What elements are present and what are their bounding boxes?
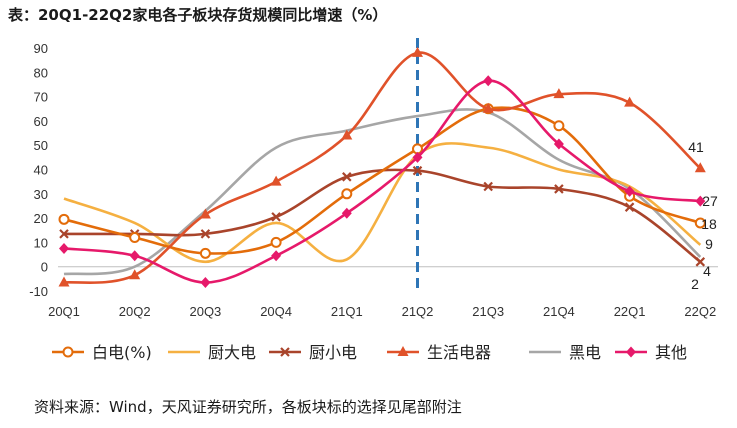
chart-title: 表：20Q1-22Q2家电各子板块存货规模同比增速（%） [8,6,388,24]
legend-item-3: 厨小电 [269,343,357,362]
x-tick-label: 20Q3 [189,304,221,319]
y-tick-label: 40 [34,163,48,178]
x-tick-label: 22Q2 [684,304,716,319]
legend-label: 其他 [655,343,687,362]
data-label: 18 [701,216,717,232]
data-point [695,257,706,267]
data-point [553,120,565,132]
legend-swatch-marker [280,347,290,357]
data-point [694,217,706,229]
x-tick-label: 21Q2 [402,304,434,319]
data-point [694,162,706,173]
legend-item-2: 厨大电 [168,343,256,362]
data-label: 9 [705,236,713,252]
data-point [59,229,69,239]
y-tick-label: 0 [41,260,48,275]
data-label: 41 [688,139,704,155]
data-point [199,208,211,219]
data-point [624,202,635,212]
data-point [483,181,493,192]
data-point [412,165,423,176]
legend-item-5: 黑电 [529,343,601,362]
legend-swatch-marker [62,346,74,358]
x-tick-label: 21Q3 [472,304,504,319]
series-2 [63,142,702,264]
data-point [412,46,423,57]
data-point [271,212,281,222]
data-label: 27 [702,193,718,209]
data-point [58,213,70,225]
series-line [64,168,702,263]
series-line [63,108,702,276]
y-tick-label: 30 [34,187,48,202]
data-point [342,172,352,182]
x-tick-label: 21Q1 [331,304,363,319]
data-point [58,276,70,287]
data-point [129,269,141,280]
series-4 [58,46,706,287]
legend-item-1: 白电(%) [52,343,152,362]
y-tick-label: 10 [34,235,48,250]
x-tick-label: 20Q1 [48,304,80,319]
series-line [63,79,701,284]
x-tick-label: 20Q2 [119,304,151,319]
data-point [270,236,282,248]
data-point [554,184,564,194]
data-point [341,129,353,140]
legend-label: 黑电 [569,343,601,362]
x-tick-label: 22Q1 [614,304,646,319]
legend-swatch-marker [397,346,409,356]
y-tick-label: -10 [29,284,48,299]
data-point [59,242,69,254]
data-point [483,75,494,87]
y-tick-label: 70 [34,90,48,105]
legend-label: 白电(%) [92,343,152,362]
legend-label: 生活电器 [427,343,491,362]
series-3 [59,165,706,267]
data-point [341,188,353,200]
legend-label: 厨小电 [309,343,357,362]
x-tick-label: 21Q4 [543,304,575,319]
x-tick-label: 20Q4 [260,304,292,319]
y-tick-label: 90 [34,41,48,56]
data-point [553,88,565,99]
data-point [129,232,141,244]
data-point [624,185,635,197]
y-tick-label: 80 [34,65,48,80]
legend-swatch-marker [626,346,636,358]
series-line [63,51,702,284]
data-point [271,250,282,262]
legend-item-6: 其他 [615,343,687,362]
data-point [482,102,494,113]
data-label: 2 [691,276,699,292]
data-point [199,247,211,259]
y-tick-label: 60 [34,114,48,129]
legend-label: 厨大电 [208,343,256,362]
series-6 [59,75,706,288]
data-point [200,229,211,239]
data-point [695,195,706,207]
data-point [553,138,564,150]
data-point [270,175,282,186]
data-point [200,276,211,288]
y-tick-label: 20 [34,211,48,226]
series-5 [63,108,702,276]
series-line [63,142,702,264]
series-line [63,106,701,255]
source-note: 资料来源：Wind，天风证券研究所，各板块标的选择见尾部附注 [34,398,462,416]
data-point [624,96,636,107]
legend-item-4: 生活电器 [387,343,491,362]
data-point [129,250,140,262]
y-tick-label: 50 [34,138,48,153]
data-point [341,207,352,219]
data-point [412,151,423,163]
data-label: 4 [703,263,711,279]
